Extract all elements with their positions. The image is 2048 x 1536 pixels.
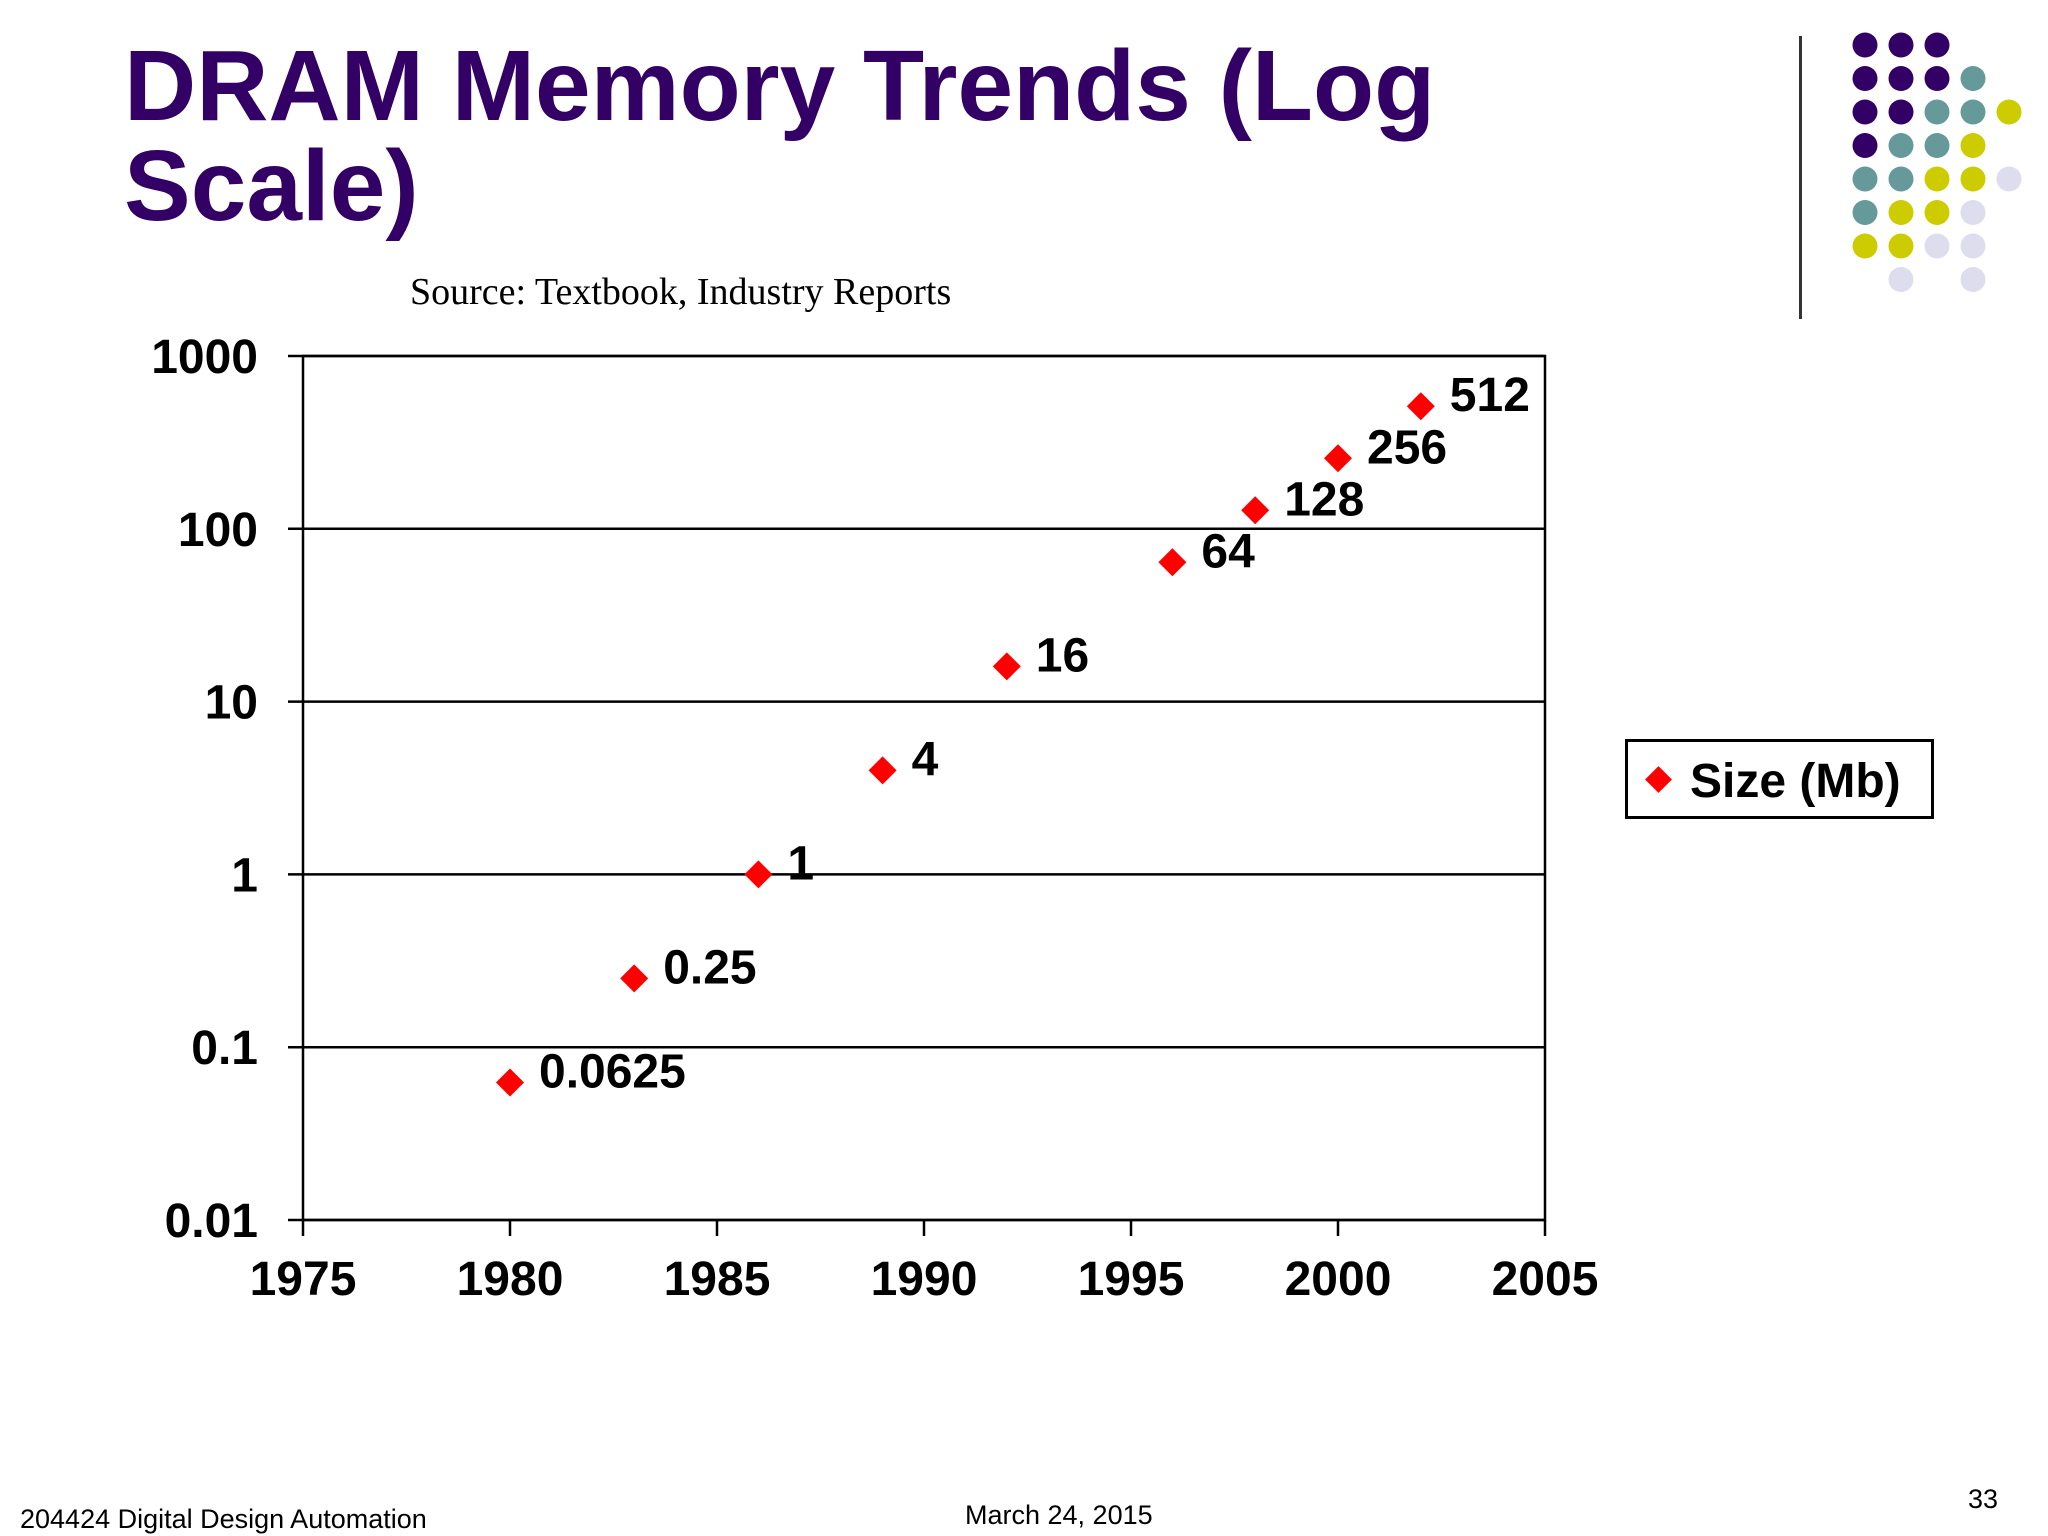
x-tick-label: 1980 — [457, 1253, 564, 1306]
x-tick-label: 1985 — [664, 1253, 771, 1306]
y-tick-label: 1000 — [151, 331, 258, 384]
data-point-marker — [1158, 548, 1187, 577]
data-point-marker — [1324, 444, 1352, 473]
legend-series-label: Size (Mb) — [1690, 755, 1901, 808]
data-point-label: 256 — [1367, 421, 1447, 474]
data-point-label: 0.0625 — [539, 1045, 686, 1098]
data-point-label: 16 — [1036, 629, 1089, 682]
data-point-marker — [744, 860, 773, 889]
legend-diamond-marker — [1645, 766, 1672, 793]
title-divider-line — [1799, 36, 1802, 319]
data-point-label: 1 — [787, 837, 814, 890]
data-point-label: 512 — [1450, 369, 1530, 422]
data-point-marker — [868, 756, 897, 785]
y-tick-label: 100 — [178, 504, 258, 557]
x-tick-label: 1995 — [1078, 1253, 1185, 1306]
chart-legend: Size (Mb) — [1625, 739, 1934, 819]
y-tick-label: 0.01 — [165, 1195, 258, 1248]
data-point-marker — [992, 652, 1021, 681]
data-point-marker — [1241, 496, 1270, 525]
data-point-marker — [620, 964, 649, 993]
y-tick-label: 0.1 — [191, 1022, 258, 1075]
data-point-label: 64 — [1201, 525, 1255, 578]
slide-title: DRAM Memory Trends (Log Scale) — [124, 30, 1436, 242]
dram-trend-chart: 0.01 0.1 1 10 100 1000 1975 1980 1985 1990 1995 200… — [151, 331, 1599, 1306]
data-point-marker — [496, 1068, 524, 1097]
x-tick-label: 2000 — [1285, 1253, 1392, 1306]
footer-course-name: 204424 Digital Design Automation — [20, 1504, 427, 1534]
x-tick-label: 1975 — [250, 1253, 357, 1306]
footer-date: March 24, 2015 — [965, 1500, 1153, 1530]
data-point-label: 4 — [912, 733, 939, 786]
y-tick-label: 10 — [205, 677, 258, 730]
y-tick-label: 1 — [231, 849, 258, 902]
data-point-marker — [1406, 392, 1435, 421]
chart-source-note: Source: Textbook, Industry Reports — [410, 271, 952, 313]
data-point-label: 0.25 — [663, 941, 756, 994]
slide-page-number: 33 — [1968, 1484, 1999, 1514]
x-tick-label: 2005 — [1492, 1253, 1599, 1306]
data-point-label: 128 — [1284, 473, 1364, 526]
x-tick-label: 1990 — [871, 1253, 978, 1306]
